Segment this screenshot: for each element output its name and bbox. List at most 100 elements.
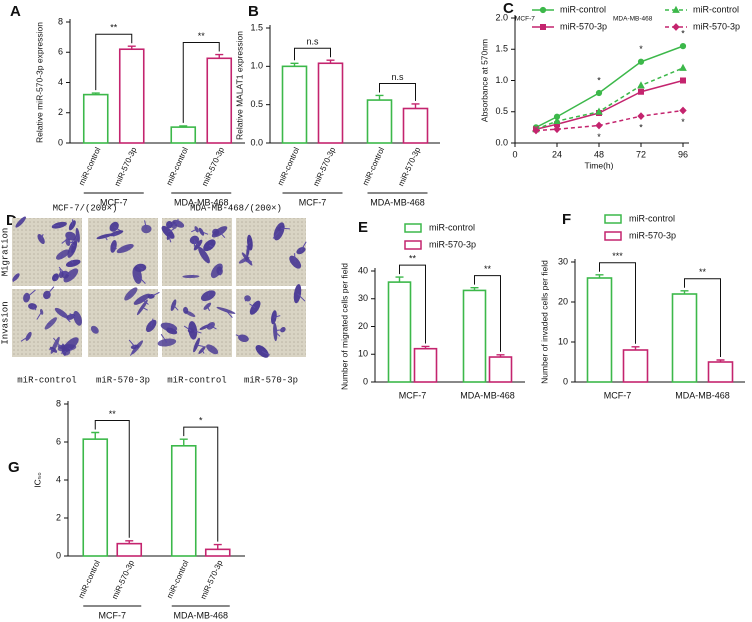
y-tick-label: 30 [358,293,368,303]
error-bar [716,359,725,362]
micrograph [88,218,158,286]
cell [54,307,69,319]
significance-label: ** [109,409,117,419]
error-bar [326,59,335,64]
x-tick-label: MCF-7 [604,390,632,400]
marker [540,24,546,30]
group-label: MDA-MB-468 [370,197,425,207]
cell-process [36,311,43,320]
significance-label: ** [699,267,707,277]
y-axis-label: Number of invaded cells per field [539,260,549,384]
cell-process [127,293,132,299]
bar-label: miR-570-3p [199,558,225,600]
legend-group: MCF-7 [515,16,535,23]
cell [96,233,114,240]
marker [553,125,561,134]
cell-process [129,347,138,356]
bar-label: miR-570-3p [200,145,226,187]
panel-label: G [8,459,20,476]
significance-bracket [182,42,220,123]
cell-process [113,246,117,250]
bar-label: miR-570-3p [113,145,139,187]
row-label: Invasion [0,301,10,344]
column-title: MCF-7/(200×) [53,203,118,213]
cell [63,268,79,283]
marker [637,112,645,121]
bar-label: miR-570-3p [311,145,337,187]
image-label: miR-control [167,375,226,385]
legend-swatch [604,214,622,224]
error-bar [215,53,224,59]
significance-bracket [94,420,130,538]
cell-process [113,232,117,237]
marker [672,23,680,31]
cell-process [168,325,172,328]
significance-bracket [95,33,133,91]
bar-label: miR-570-3p [396,145,422,187]
group-label: MCF-7 [100,197,128,207]
legend-swatch [404,223,422,233]
y-axis-label: Relative miR-570-3p expression [34,22,44,143]
cell [141,224,152,234]
legend-label: miR-control [629,213,675,223]
cell-process [60,350,67,354]
marker [532,126,540,135]
micrograph-bg [88,289,158,357]
cell-process [219,231,226,239]
legend-label: miR-570-3p [629,230,676,240]
y-tick-label: 2 [56,512,61,522]
cell-process [32,306,37,311]
marker [637,81,645,89]
cell-process [168,235,172,243]
y-tick-label: 10 [358,349,368,359]
group-label: MCF-7 [299,197,327,207]
bar-label: miR-control [77,146,103,187]
cell-process [219,270,221,276]
cell-process [273,315,281,318]
significance-bracket [399,264,426,344]
y-tick-label: 0 [363,376,368,386]
bar [82,438,109,557]
group-label: MDA-MB-468 [174,197,229,207]
y-tick-label: 0 [563,376,568,386]
legend-swatch [604,231,622,241]
bar [366,99,393,144]
cell-process [201,231,209,235]
x-axis-label: Time(h) [585,160,614,170]
bar [116,542,143,557]
image-label: miR-570-3p [96,375,150,385]
cell-process [204,323,214,328]
significance-label: * [681,117,685,127]
cell-process [194,240,199,246]
y-tick-label: 4 [58,77,63,87]
significance-bracket [474,275,501,352]
cell-process [150,291,160,297]
cell-process [183,325,192,332]
cell-process [59,269,62,275]
image-label: miR-control [17,375,76,385]
y-tick-label: 1.5 [495,44,508,54]
y-axis-label: Number of migrated cells per field [339,263,349,390]
row-label: Migration [0,228,10,277]
bar [488,356,513,383]
cell-process [20,217,25,223]
legend-label: miR-control [560,4,606,14]
cell [25,331,32,341]
significance-bracket [294,47,331,61]
panel-label: F [562,211,571,228]
bar [707,361,734,383]
y-tick-label: 0.5 [250,99,263,109]
cell-process [248,242,251,244]
bar-label: miR-control [165,559,191,600]
cell-process [48,348,54,351]
micrograph [88,287,160,357]
marker [679,43,687,50]
group-label: MDA-MB-468 [173,610,228,620]
marker [680,77,686,84]
y-tick-label: 1.0 [495,75,508,85]
legend-swatch [404,240,422,250]
y-tick-label: 0.5 [495,106,508,116]
micrograph [12,286,83,357]
cell-process [235,334,244,339]
bar [671,293,698,383]
